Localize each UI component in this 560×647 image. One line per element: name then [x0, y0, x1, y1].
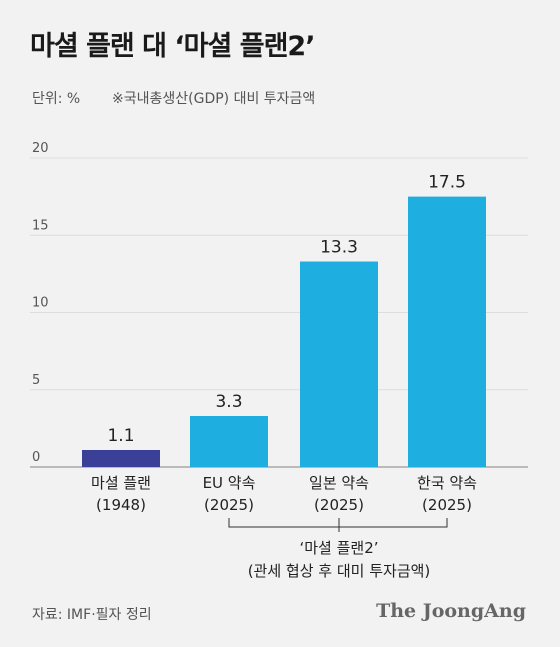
y-tick-label: 20 — [32, 141, 49, 156]
category-label: 한국 약속 — [417, 474, 477, 492]
bar-value-label: 1.1 — [107, 426, 134, 446]
unit-label: 단위: % — [32, 91, 81, 107]
category-label: (1948) — [96, 496, 146, 514]
bar — [300, 261, 378, 467]
bar — [190, 416, 268, 467]
y-tick-label: 5 — [32, 373, 40, 388]
bar-value-label: 17.5 — [428, 173, 466, 193]
publisher-logo: The JoongAng — [376, 600, 526, 622]
y-tick-label: 0 — [32, 450, 40, 465]
category-label: 마셜 플랜 — [91, 474, 151, 492]
bracket-label-line1: ‘마셜 플랜2’ — [299, 539, 378, 557]
source-label: 자료: IMF·필자 정리 — [32, 607, 152, 623]
labels-layer: 1.1 마셜 플랜 (1948) 3.3 EU 약속 (2025) 13.3 일본 약속 (20… — [91, 173, 477, 514]
category-label: (2025) — [422, 496, 472, 514]
bracket-layer: ‘마셜 플랜2’ (관세 협상 후 대미 투자금액) — [228, 518, 448, 580]
chart-title: 마셜 플랜 대 ‘마셜 플랜2’ — [30, 31, 315, 62]
bar — [408, 196, 486, 467]
bracket-line — [228, 518, 448, 532]
bracket-label-line2: (관세 협상 후 대미 투자금액) — [248, 562, 431, 580]
category-label: (2025) — [314, 496, 364, 514]
category-label: 일본 약속 — [309, 474, 369, 492]
bar-value-label: 13.3 — [320, 238, 358, 258]
category-label: EU 약속 — [203, 474, 256, 492]
category-label: (2025) — [204, 496, 254, 514]
bar-chart: 0 5 10 15 20 1.1 마셜 플랜 (1948) 3.3 EU 약속 (2025) 13.… — [30, 141, 528, 580]
bar — [82, 450, 160, 467]
y-tick-label: 15 — [32, 218, 49, 233]
note-label: ※국내총생산(GDP) 대비 투자금액 — [112, 91, 316, 107]
bars-layer — [82, 196, 486, 467]
bar-value-label: 3.3 — [215, 392, 242, 412]
y-tick-label: 10 — [32, 296, 49, 311]
